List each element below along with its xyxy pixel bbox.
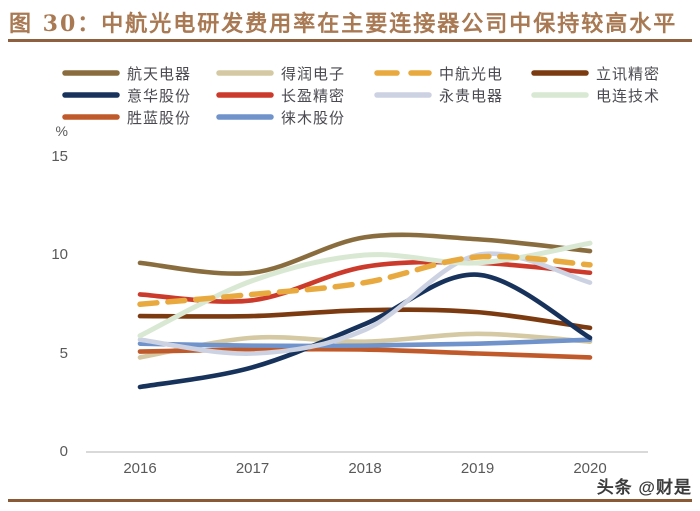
legend-label: 航天电器 (127, 64, 192, 83)
series-line-得润电子 (137, 331, 593, 360)
legend-item-10: 徕木股份 (216, 108, 346, 127)
legend-item-4: 立讯精密 (531, 64, 661, 83)
series-line-徕木股份 (137, 337, 593, 349)
y-tick-label: 10 (51, 246, 68, 263)
series-line-长盈精密 (137, 259, 593, 304)
y-tick-label: 0 (59, 443, 68, 460)
legend-label: 立讯精密 (596, 64, 661, 83)
legend-item-2: 得润电子 (216, 64, 346, 83)
series-line-立讯精密 (137, 307, 593, 331)
legend-label: 永贵电器 (439, 86, 504, 105)
legend-swatch (531, 70, 589, 76)
legend-item-5: 意华股份 (62, 86, 192, 105)
legend-swatch (374, 92, 432, 98)
legend-item-3: 中航光电 (374, 64, 504, 83)
legend-label: 胜蓝股份 (127, 108, 192, 127)
y-tick-label: 5 (59, 344, 68, 362)
legend-swatch (216, 114, 274, 120)
legend-item-8: 电连技术 (531, 86, 661, 105)
x-tick-label: 2017 (235, 460, 270, 477)
legend-swatch (531, 92, 589, 98)
legend-item-7: 永贵电器 (374, 86, 504, 105)
legend-label: 徕木股份 (281, 108, 346, 127)
title-divider (8, 39, 692, 42)
legend-item-1: 航天电器 (62, 64, 192, 83)
legend-swatch (62, 92, 120, 98)
x-tick-label: 2018 (348, 460, 382, 477)
legend-label: 意华股份 (127, 86, 192, 105)
legend-swatch (62, 114, 120, 120)
legend-label: 长盈精密 (281, 86, 346, 105)
legend-label: 中航光电 (439, 64, 504, 83)
chart-legend: 航天电器 得润电子 中航光电 立讯精密意华股份 长盈精密 永贵电器 电连技术胜蓝股份 徕木股份 (0, 0, 700, 130)
legend-label: 得润电子 (281, 64, 346, 83)
chart-series-lines (137, 232, 593, 390)
legend-item-9: 胜蓝股份 (62, 108, 192, 127)
watermark: 头条 @财是 (596, 478, 692, 497)
legend-swatch (62, 70, 120, 76)
legend-swatch (216, 70, 274, 76)
x-tick-label: 2020 (573, 460, 607, 477)
series-line-意华股份 (137, 272, 593, 390)
legend-swatch (374, 70, 432, 76)
x-tick-label: 2016 (123, 460, 157, 477)
footer-divider (8, 499, 692, 502)
legend-item-6: 长盈精密 (216, 86, 346, 105)
y-tick-label: 15 (51, 147, 68, 165)
series-line-航天电器 (137, 232, 593, 276)
figure-title: 图 30：中航光电研发费用率在主要连接器公司中保持较高水平 (9, 11, 678, 37)
y-axis-unit-label: % (55, 123, 68, 139)
series-line-中航光电 (137, 253, 593, 307)
legend-swatch (216, 92, 274, 98)
legend-label: 电连技术 (596, 86, 661, 105)
x-tick-label: 2019 (460, 460, 495, 477)
